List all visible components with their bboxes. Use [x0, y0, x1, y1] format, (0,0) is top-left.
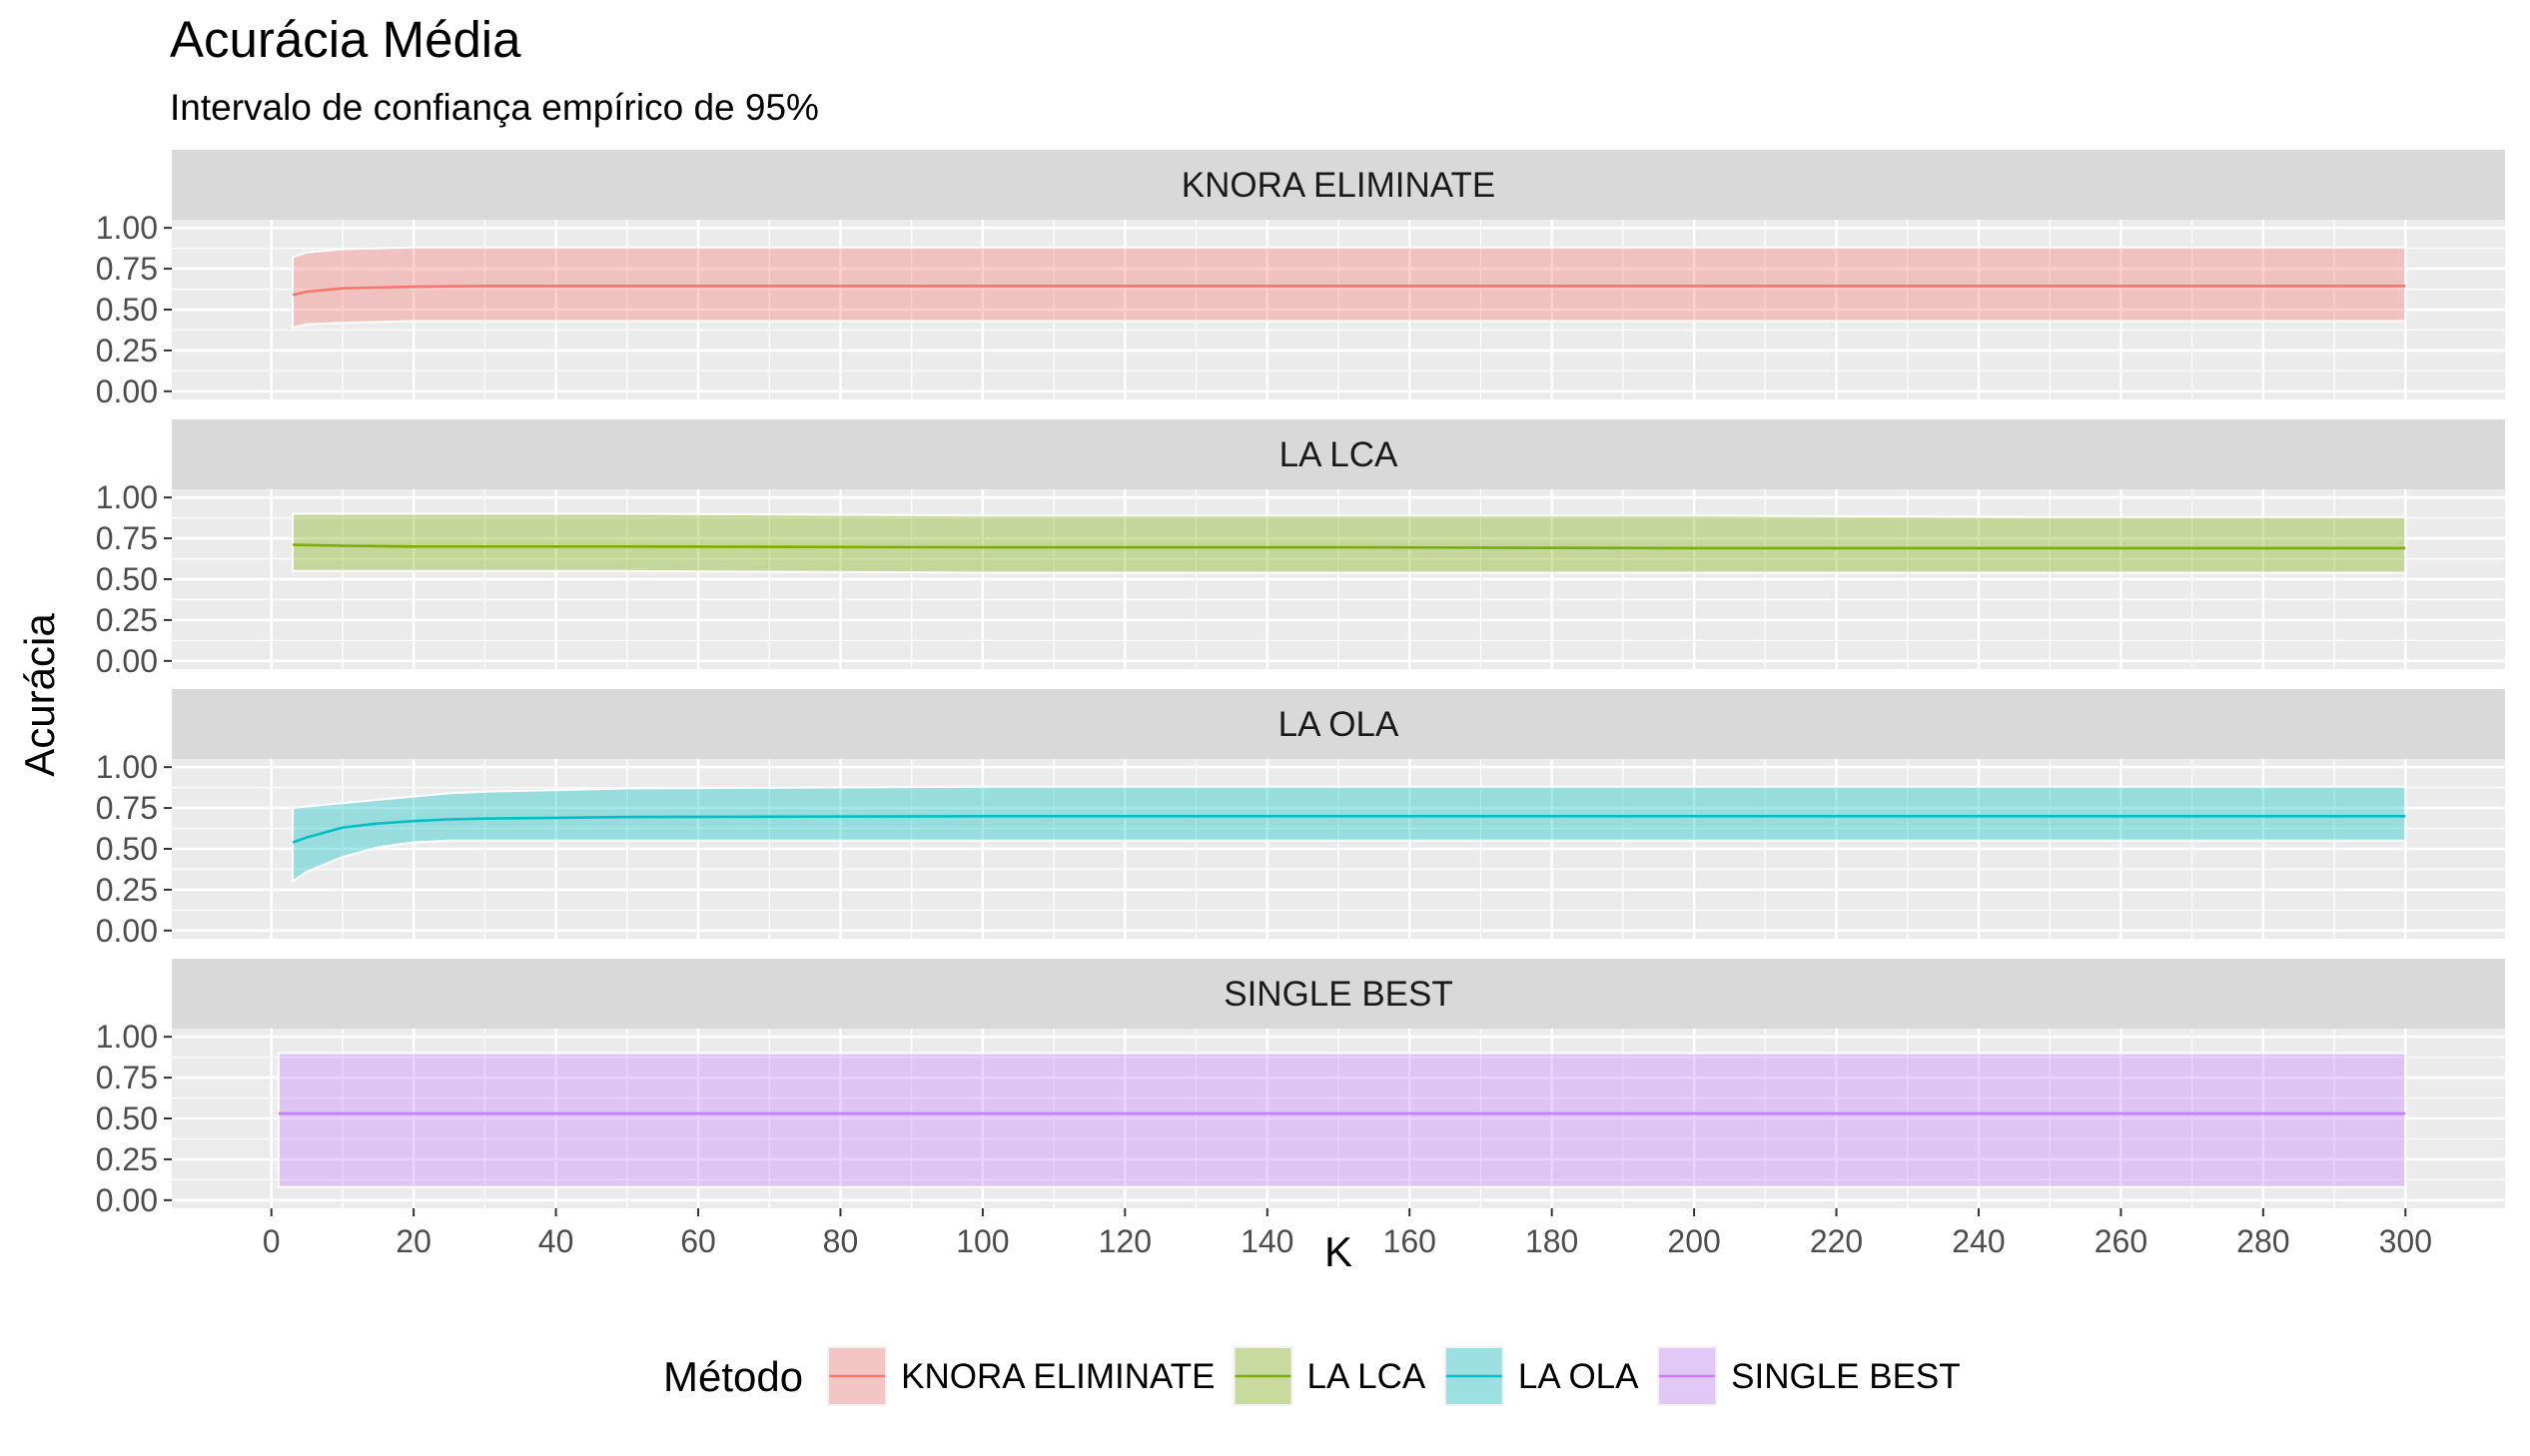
- y-tick-label: 0.25: [96, 1141, 158, 1177]
- panel-single-best: SINGLE BEST 0.00 0.25 0.50 0.75 1.00: [96, 959, 2505, 1218]
- y-tick-label: 0.50: [96, 292, 158, 328]
- legend-item-single-best: SINGLE BEST: [1657, 1346, 1961, 1406]
- strip-la-lca: [172, 419, 2505, 489]
- line-la-ola: [292, 814, 2406, 844]
- legend-title: Método: [663, 1353, 803, 1400]
- ribbon-knora-eliminate: [292, 246, 2407, 330]
- x-axis: 0 20 40 60 80 100 120 140 160 180 200 220 240 260 280 3…: [263, 1208, 2432, 1259]
- strip-label-knora-eliminate: KNORA ELIMINATE: [1182, 166, 1495, 205]
- strip-label-single-best: SINGLE BEST: [1224, 975, 1453, 1014]
- legend-label: LA LCA: [1307, 1357, 1426, 1396]
- legend-label: KNORA ELIMINATE: [901, 1357, 1215, 1396]
- legend-item-la-ola: LA OLA: [1443, 1346, 1639, 1406]
- x-tick-label: 20: [396, 1223, 431, 1259]
- legend-item-la-lca: LA LCA: [1233, 1346, 1426, 1406]
- grid: [172, 1029, 2505, 1208]
- y-tick-label: 0.00: [96, 643, 158, 679]
- x-tick-label: 160: [1383, 1223, 1436, 1259]
- line-la-lca: [293, 543, 2406, 550]
- y-tick-label: 0.00: [96, 1182, 158, 1218]
- y-tick-label: 1.00: [96, 1019, 158, 1055]
- ribbon-la-ola: [292, 785, 2407, 884]
- x-tick-label: 40: [538, 1223, 574, 1259]
- x-tick-label: 140: [1241, 1223, 1293, 1259]
- chart-title: Acurácia Média: [170, 11, 521, 68]
- ribbon-la-lca: [292, 512, 2407, 574]
- x-tick-label: 180: [1525, 1223, 1578, 1259]
- strip-la-ola: [172, 689, 2505, 759]
- y-tick-label: 0.50: [96, 1100, 158, 1136]
- y-tick-label: 1.00: [96, 749, 158, 785]
- y-tick-label: 0.75: [96, 1060, 158, 1095]
- x-tick-label: 260: [2095, 1223, 2147, 1259]
- x-tick-label: 80: [823, 1223, 859, 1259]
- y-tick-label: 1.00: [96, 210, 158, 246]
- x-tick-label: 120: [1099, 1223, 1152, 1259]
- panel-la-lca: LA LCA 0.00 0.25 0.50 0.75 1.00: [96, 419, 2505, 679]
- y-axis: 0.00 0.25 0.50 0.75 1.00: [96, 479, 172, 679]
- strip-label-la-ola: LA OLA: [1278, 705, 1399, 744]
- panel-la-ola: LA OLA 0.00 0.25 0.50 0.75 1.00: [96, 689, 2505, 949]
- y-tick-label: 1.00: [96, 479, 158, 515]
- y-tick-label: 0.75: [96, 251, 158, 287]
- strip-knora-eliminate: [172, 150, 2505, 220]
- y-tick-label: 0.00: [96, 913, 158, 949]
- panel-knora-eliminate: KNORA ELIMINATE 0.00 0.25 0.50 0.75 1.00: [96, 150, 2505, 409]
- x-tick-label: 0: [263, 1223, 281, 1259]
- y-axis: 0.00 0.25 0.50 0.75 1.00: [96, 749, 172, 949]
- y-tick-label: 0.50: [96, 561, 158, 597]
- x-tick-label: 300: [2379, 1223, 2432, 1259]
- legend: Método KNORA ELIMINATE LA LCA LA OLA SINGLE…: [663, 1346, 1961, 1406]
- x-tick-label: 200: [1667, 1223, 1720, 1259]
- y-tick-label: 0.75: [96, 520, 158, 556]
- legend-label: LA OLA: [1518, 1357, 1639, 1396]
- grid: [172, 759, 2505, 939]
- ribbon-single-best: [277, 1052, 2407, 1188]
- y-axis: 0.00 0.25 0.50 0.75 1.00: [96, 210, 172, 409]
- x-tick-label: 100: [956, 1223, 1009, 1259]
- y-tick-label: 0.25: [96, 333, 158, 368]
- x-tick-label: 280: [2236, 1223, 2289, 1259]
- y-tick-label: 0.50: [96, 831, 158, 867]
- y-tick-label: 0.25: [96, 872, 158, 908]
- x-tick-label: 220: [1810, 1223, 1863, 1259]
- y-tick-label: 0.00: [96, 373, 158, 409]
- y-tick-label: 0.75: [96, 790, 158, 826]
- legend-label: SINGLE BEST: [1731, 1357, 1961, 1396]
- chart-subtitle: Intervalo de confiança empírico de 95%: [170, 87, 819, 128]
- y-axis: 0.00 0.25 0.50 0.75 1.00: [96, 1019, 172, 1218]
- x-tick-label: 240: [1952, 1223, 2005, 1259]
- x-tick-label: 60: [680, 1223, 716, 1259]
- y-axis-title: Acurácia: [16, 613, 63, 777]
- line-knora-eliminate: [292, 284, 2406, 297]
- y-tick-label: 0.25: [96, 602, 158, 638]
- legend-item-knora-eliminate: KNORA ELIMINATE: [827, 1346, 1216, 1406]
- strip-label-la-lca: LA LCA: [1279, 435, 1398, 474]
- x-axis-title: K: [1324, 1228, 1352, 1275]
- strip-single-best: [172, 959, 2505, 1029]
